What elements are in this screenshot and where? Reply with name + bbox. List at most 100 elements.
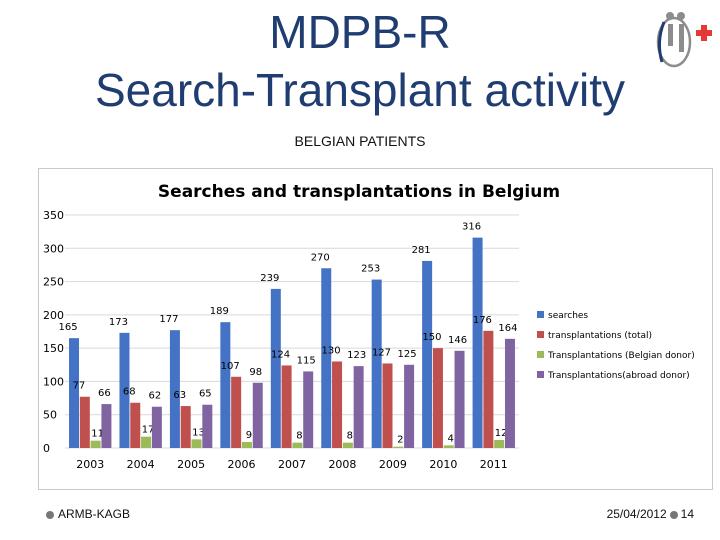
y-tick-label: 250: [43, 276, 64, 289]
bar-transplantations-total-: [231, 376, 242, 448]
data-label: 123: [347, 350, 366, 361]
data-label: 130: [321, 345, 340, 356]
legend-swatch: [537, 331, 544, 338]
x-tick-label: 2003: [76, 458, 104, 471]
bar-transplantations-total-: [281, 365, 292, 448]
bar-transplantations-abroad-donor-: [101, 404, 112, 448]
bar-transplantations-belgian-donor-: [443, 445, 454, 448]
bar-transplantations-belgian-donor-: [191, 439, 202, 448]
data-label: 150: [422, 332, 441, 343]
bar-transplantations-abroad-donor-: [504, 338, 515, 448]
data-label: 281: [412, 245, 431, 256]
bar-transplantations-belgian-donor-: [241, 442, 252, 448]
data-label: 77: [72, 381, 85, 392]
bar-searches: [220, 322, 231, 448]
y-tick-label: 50: [43, 409, 57, 422]
bar-transplantations-total-: [483, 330, 494, 448]
data-label: 17: [142, 425, 155, 436]
data-label: 115: [297, 355, 316, 366]
bar-transplantations-abroad-donor-: [353, 366, 364, 448]
bar-searches: [371, 279, 382, 448]
legend-swatch: [537, 351, 544, 358]
organization-logo-icon: [656, 12, 712, 68]
bar-transplantations-abroad-donor-: [202, 404, 213, 448]
chart-title: Searches and transplantations in Belgium: [158, 182, 560, 202]
footer-date-page: 25/04/2012 14: [607, 507, 694, 521]
bar-transplantations-abroad-donor-: [252, 382, 263, 448]
data-label: 316: [462, 222, 481, 233]
y-tick-label: 350: [43, 209, 64, 222]
data-label: 13: [192, 427, 205, 438]
bar-searches: [321, 268, 332, 448]
data-label: 107: [221, 361, 240, 372]
bar-transplantations-abroad-donor-: [151, 406, 162, 448]
data-label: 98: [249, 367, 262, 378]
bar-transplantations-total-: [332, 361, 343, 448]
data-label: 9: [246, 430, 252, 441]
y-tick-label: 150: [43, 342, 64, 355]
x-tick-label: 2011: [480, 458, 508, 471]
chart-subtitle: BELGIAN PATIENTS: [294, 133, 426, 149]
bar-transplantations-abroad-donor-: [404, 364, 415, 448]
data-label: 239: [260, 273, 279, 284]
data-label: 173: [109, 317, 128, 328]
bar-transplantations-belgian-donor-: [292, 442, 303, 448]
x-tick-label: 2007: [278, 458, 306, 471]
y-tick-label: 200: [43, 309, 64, 322]
data-label: 68: [123, 387, 136, 398]
data-label: 2: [397, 435, 403, 446]
legend-label: transplantations (total): [548, 331, 652, 341]
x-tick-label: 2010: [429, 458, 457, 471]
data-label: 4: [448, 433, 454, 444]
data-label: 8: [296, 431, 302, 442]
bar-searches: [119, 332, 130, 448]
legend-label: searches: [548, 311, 588, 321]
data-label: 146: [448, 335, 467, 346]
bullet-icon: [669, 510, 678, 519]
x-tick-label: 2004: [127, 458, 155, 471]
bar-searches: [169, 330, 180, 448]
bar-transplantations-belgian-donor-: [342, 442, 353, 448]
footer-organization: ARMB-KAGB: [46, 507, 130, 521]
y-tick-label: 100: [43, 375, 64, 388]
data-label: 165: [58, 322, 77, 333]
data-label: 12: [495, 428, 508, 439]
bar-transplantations-abroad-donor-: [454, 350, 465, 448]
bar-searches: [422, 260, 433, 448]
bar-transplantations-total-: [382, 363, 393, 448]
bar-searches: [472, 237, 483, 448]
footer-page-number: 14: [680, 507, 694, 521]
bar-transplantations-belgian-donor-: [494, 440, 505, 448]
legend-swatch: [537, 311, 544, 318]
bar-transplantations-total-: [432, 348, 443, 448]
data-label: 62: [148, 391, 161, 402]
data-label: 127: [372, 347, 391, 358]
bar-transplantations-total-: [130, 402, 141, 448]
data-label: 124: [271, 349, 290, 360]
bar-transplantations-total-: [180, 406, 191, 448]
data-label: 66: [98, 388, 111, 399]
bar-transplantations-abroad-donor-: [303, 371, 314, 448]
bar-transplantations-belgian-donor-: [393, 446, 404, 448]
data-label: 63: [173, 390, 186, 401]
footer-date: 25/04/2012: [606, 507, 667, 521]
slide-title-line-1: MDPB-R: [269, 6, 451, 58]
bar-transplantations-total-: [79, 396, 90, 448]
x-tick-label: 2006: [228, 458, 256, 471]
bar-chart: Searches and transplantations in Belgium…: [43, 182, 695, 471]
x-tick-label: 2008: [328, 458, 356, 471]
legend-label: Transplantations(abroad donor): [547, 371, 690, 381]
bar-transplantations-belgian-donor-: [90, 440, 101, 448]
bar-transplantations-belgian-donor-: [141, 436, 152, 448]
y-tick-label: 0: [43, 442, 50, 455]
data-label: 270: [311, 252, 330, 263]
y-tick-label: 300: [43, 242, 64, 255]
legend-swatch: [537, 371, 544, 378]
data-label: 65: [199, 389, 212, 400]
x-tick-label: 2009: [379, 458, 407, 471]
chart-container: Searches and transplantations in Belgium…: [38, 168, 713, 490]
slide-title-line-2: Search-Transplant activity: [94, 64, 626, 116]
footer-organization-label: ARMB-KAGB: [58, 507, 131, 521]
data-label: 8: [347, 431, 353, 442]
x-tick-label: 2005: [177, 458, 205, 471]
